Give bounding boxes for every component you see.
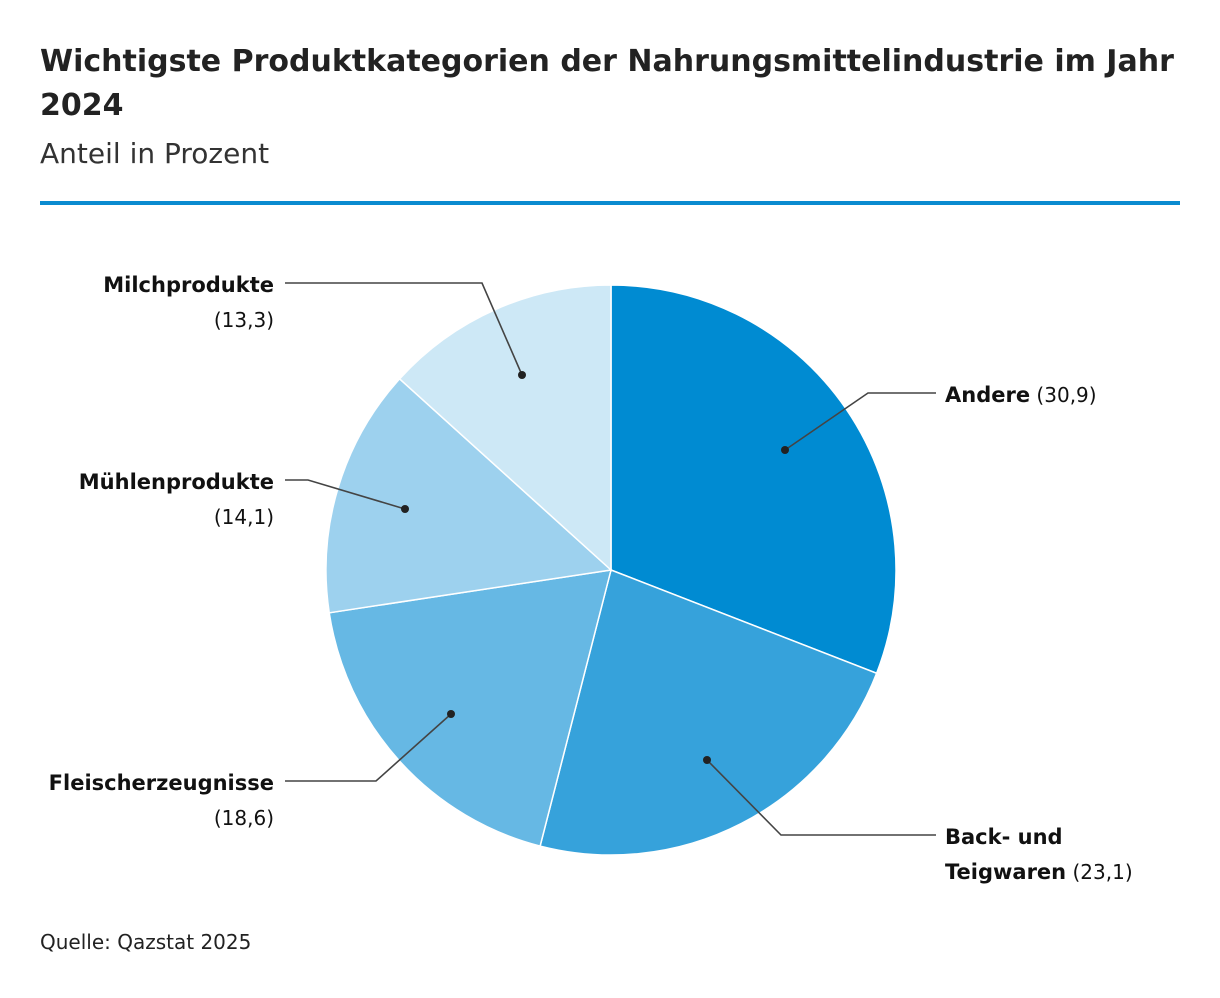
leader-dot-back-und-teigwaren bbox=[703, 756, 711, 764]
leader-line-back-und-teigwaren bbox=[706, 759, 936, 836]
pie-slice-andere bbox=[610, 284, 897, 675]
slice-label-andere: Andere (30,9) bbox=[945, 383, 1097, 407]
leader-dot-milchprodukte bbox=[518, 371, 526, 379]
slice-label-back-und-teigwaren-line-1: Back- und bbox=[945, 825, 1063, 849]
pie-slice-fleischerzeugnisse bbox=[328, 569, 613, 847]
pie-slice-back-und-teigwaren bbox=[539, 568, 878, 856]
leader-line-milchprodukte bbox=[285, 282, 523, 376]
slice-label-fleischerzeugnisse: Fleischerzeugnisse bbox=[49, 771, 274, 795]
chart-subtitle: Anteil in Prozent bbox=[40, 137, 270, 170]
slice-label-back-und-teigwaren-line-2: Teigwaren (23,1) bbox=[945, 860, 1133, 884]
pie-slice-milchprodukte bbox=[398, 284, 612, 572]
slice-value-milchprodukte: (13,3) bbox=[214, 308, 274, 332]
slice-value-fleischerzeugnisse: (18,6) bbox=[214, 806, 274, 830]
leader-dot-muehlenprodukte bbox=[401, 505, 409, 513]
chart-title: Wichtigste Produktkategorien der Nahrung… bbox=[40, 44, 1174, 123]
leader-line-fleischerzeugnisse bbox=[285, 713, 452, 782]
leader-dot-fleischerzeugnisse bbox=[447, 710, 455, 718]
header-divider bbox=[40, 201, 1180, 205]
leader-dot-andere bbox=[781, 446, 789, 454]
slice-value-back-und-teigwaren: (23,1) bbox=[1066, 860, 1133, 884]
leader-line-muehlenprodukte bbox=[285, 479, 406, 510]
slice-label-muehlenprodukte: Mühlenprodukte bbox=[79, 470, 274, 494]
source-note: Quelle: Qazstat 2025 bbox=[40, 930, 252, 954]
slice-value-andere: (30,9) bbox=[1030, 383, 1097, 407]
leader-line-andere bbox=[784, 392, 936, 451]
slice-value-muehlenprodukte: (14,1) bbox=[214, 505, 274, 529]
slice-label-milchprodukte: Milchprodukte bbox=[103, 273, 274, 297]
pie-slice-muehlenprodukte bbox=[325, 377, 613, 614]
